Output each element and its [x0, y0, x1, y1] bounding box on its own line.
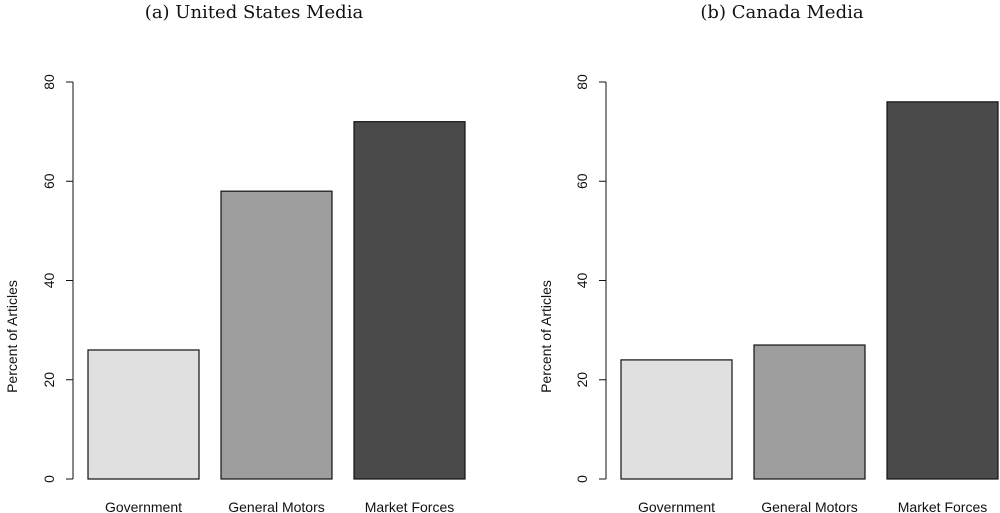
x-category-label: Government: [105, 499, 182, 513]
bar-market-forces: [353, 121, 466, 480]
bar-government: [87, 349, 200, 480]
y-axis-label: Percent of Articles: [4, 280, 20, 393]
y-tick-label: 20: [574, 372, 590, 388]
y-axis-label: Percent of Articles: [538, 280, 554, 393]
chart-panel-us: (a) United States Media 0 20 40 60 80 Percent …: [4, 2, 466, 513]
bar-market-forces: [886, 101, 999, 480]
bar-general-motors: [753, 344, 866, 480]
y-tick-label: 60: [41, 173, 57, 189]
chart-panel-canada: (b) Canada Media 0 20 40 60 80 Percent of Arti…: [538, 2, 999, 513]
y-tick-label: 0: [41, 475, 57, 483]
x-category-label: Market Forces: [898, 499, 987, 513]
y-tick-label: 80: [41, 74, 57, 90]
y-tick-label: 20: [41, 372, 57, 388]
y-tick-label: 0: [574, 475, 590, 483]
y-tick-label: 40: [41, 273, 57, 289]
bar-general-motors: [220, 190, 333, 480]
bar-government: [620, 359, 733, 480]
x-category-label: Government: [638, 499, 715, 513]
chart-title: (b) Canada Media: [700, 2, 863, 23]
y-tick-label: 80: [574, 74, 590, 90]
y-tick-label: 60: [574, 173, 590, 189]
x-category-label: Market Forces: [365, 499, 454, 513]
x-category-label: General Motors: [228, 499, 324, 513]
y-tick-label: 40: [574, 273, 590, 289]
chart-title: (a) United States Media: [145, 2, 364, 23]
x-category-label: General Motors: [761, 499, 857, 513]
